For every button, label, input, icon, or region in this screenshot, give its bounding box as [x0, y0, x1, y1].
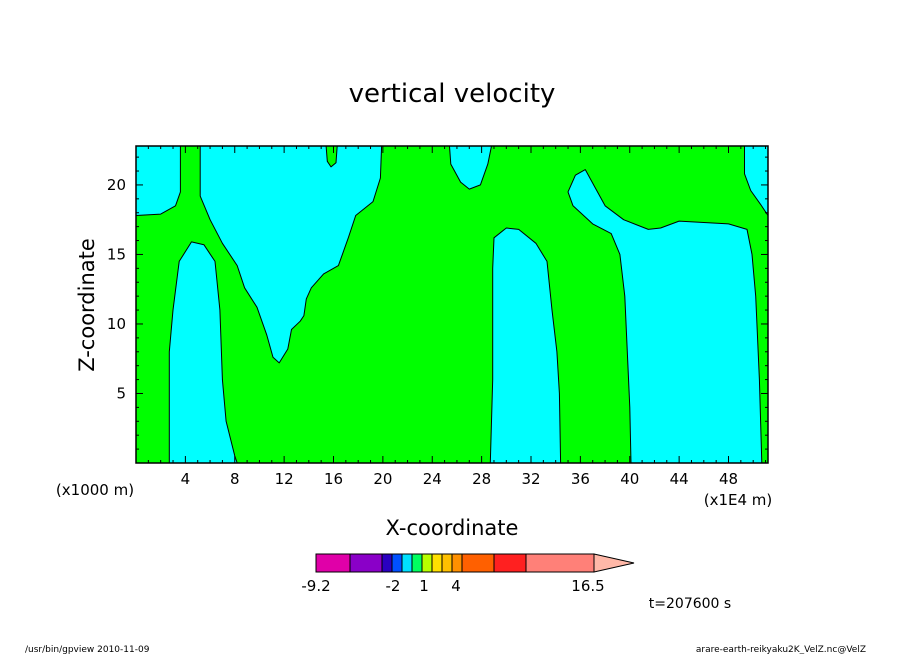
- x-tick-label: 4: [181, 470, 191, 488]
- x-axis-title: X-coordinate: [386, 516, 519, 540]
- chart-title: vertical velocity: [349, 79, 556, 109]
- colorbar-segment: [441, 553, 453, 573]
- colorbar-segment: [401, 553, 413, 573]
- colorbar-tick-label: -9.2: [301, 577, 330, 595]
- x-tick-label: 20: [373, 470, 392, 488]
- contour-region-upper-left-corner: [135, 145, 181, 216]
- x-tick-label: 24: [423, 470, 442, 488]
- time-label: t=207600 s: [649, 596, 731, 612]
- y-unit-label: (x1000 m): [56, 481, 134, 499]
- x-tick-label: 48: [719, 470, 738, 488]
- contour-region-upper-mid-lobe: [449, 145, 492, 190]
- y-tick-label: 20: [107, 176, 126, 194]
- footer-left: /usr/bin/gpview 2010-11-09: [25, 645, 150, 654]
- colorbar-segment: [411, 553, 423, 573]
- colorbar-tick-label: 16.5: [571, 577, 604, 595]
- x-tick-label: 36: [571, 470, 590, 488]
- colorbar-segment: [461, 553, 495, 573]
- x-tick-label: 8: [230, 470, 240, 488]
- colorbar-segment: [381, 553, 393, 573]
- x-unit-label: (x1E4 m): [704, 491, 773, 509]
- x-tick-label: 40: [620, 470, 639, 488]
- colorbar-tick-label: -2: [386, 577, 401, 595]
- footer-right: arare-earth-reikyaku2K_VelZ.nc@VelZ: [696, 645, 866, 654]
- colorbar-segment: [493, 553, 527, 573]
- colorbar-segment: [451, 553, 463, 573]
- y-tick-label: 5: [116, 384, 126, 402]
- x-tick-label: 12: [275, 470, 294, 488]
- y-tick-label: 10: [107, 315, 126, 333]
- y-axis-title: Z-coordinate: [75, 238, 99, 372]
- contour-region-mid-right-column: [489, 227, 562, 464]
- x-tick-label: 32: [521, 470, 540, 488]
- contour-regions: [135, 145, 769, 464]
- colorbar: -9.2 -2 1 4 16.5: [301, 553, 635, 595]
- contour-region-right-plume: [567, 169, 763, 464]
- contour-region-central-plume: [199, 145, 383, 364]
- colorbar-segment: [349, 553, 383, 573]
- colorbar-extend-arrow: [593, 553, 635, 573]
- colorbar-tick-label: 1: [419, 577, 429, 595]
- y-tick-label: 15: [107, 245, 126, 263]
- x-tick-label: 44: [670, 470, 689, 488]
- colorbar-segment: [315, 553, 351, 573]
- x-tick-label: 28: [472, 470, 491, 488]
- colorbar-segment: [421, 553, 433, 573]
- colorbar-tick-label: 4: [451, 577, 461, 595]
- x-tick-label: 16: [324, 470, 343, 488]
- colorbar-segment: [431, 553, 443, 573]
- colorbar-segment: [525, 553, 595, 573]
- plot-frame: [135, 145, 769, 464]
- colorbar-segment: [391, 553, 403, 573]
